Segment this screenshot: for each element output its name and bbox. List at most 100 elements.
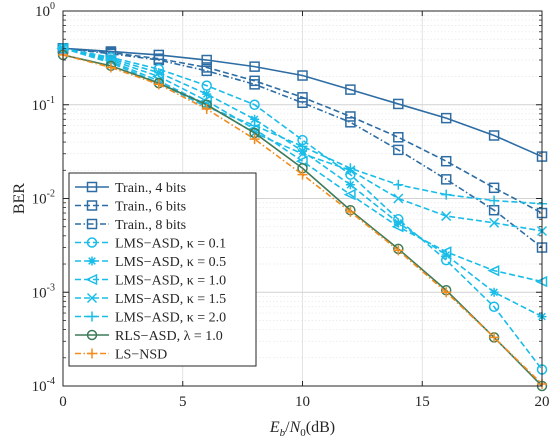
- legend-entry-10: LS−NSD: [75, 348, 167, 363]
- data-point: [393, 245, 404, 256]
- x-axis-label: Eb/N0(dB): [269, 419, 335, 439]
- legend-entry-1: Train., 4 bits: [75, 181, 186, 196]
- data-point: [297, 169, 308, 180]
- data-point: [440, 155, 452, 167]
- data-point: [249, 61, 260, 72]
- data-point: [297, 148, 308, 159]
- y-tick-label: 10-2: [32, 189, 55, 208]
- data-point: [345, 117, 356, 128]
- data-point: [393, 193, 404, 204]
- grid: [63, 11, 542, 386]
- legend-entry-2: Train., 6 bits: [75, 200, 186, 215]
- legend-marker: [87, 348, 97, 359]
- series-line-6: [62, 47, 543, 283]
- data-point: [343, 188, 356, 201]
- legend-marker: [86, 218, 98, 230]
- data-point: [488, 301, 500, 313]
- data-point: [154, 68, 164, 78]
- data-point: [250, 114, 260, 124]
- data-point: [441, 211, 452, 222]
- data-point: [201, 65, 212, 77]
- legend-label: LMS−ASD, κ = 0.5: [115, 255, 226, 270]
- legend-entry-4: LMS−ASD, κ = 0.1: [75, 237, 226, 252]
- x-tick-label: 5: [179, 394, 187, 410]
- data-point: [440, 112, 452, 124]
- data-point: [488, 130, 500, 141]
- data-point: [345, 111, 356, 122]
- y-tick-label: 100: [35, 1, 55, 20]
- legend-label: LMS−ASD, κ = 1.0: [115, 274, 226, 289]
- legend-marker: [85, 273, 98, 286]
- x-axis-ticks: 0 5 10 15 20: [59, 11, 550, 410]
- legend-entry-5: LMS−ASD, κ = 0.5: [75, 255, 226, 270]
- data-point: [439, 246, 452, 258]
- series-line-2: [62, 47, 543, 214]
- legend-label: LMS−ASD, κ = 2.0: [115, 311, 226, 326]
- legend-marker: [87, 256, 97, 266]
- legend-marker: [86, 200, 98, 211]
- data-point: [202, 89, 212, 99]
- data-point: [201, 54, 212, 66]
- legend-marker: [87, 311, 97, 322]
- data-point: [249, 79, 260, 90]
- legend-box: [68, 172, 257, 367]
- y-tick-label: 10-3: [32, 282, 55, 301]
- data-point: [297, 70, 308, 81]
- y-tick-label: 10-4: [32, 376, 55, 395]
- series-line-8: [62, 47, 543, 205]
- data-point: [345, 163, 356, 174]
- legend-label: LMS−ASD, κ = 0.1: [115, 237, 226, 252]
- data-point: [393, 144, 404, 156]
- legend-marker: [86, 329, 98, 341]
- x-tick-label: 0: [59, 394, 67, 410]
- data-point: [345, 206, 356, 217]
- series-line-9: [62, 54, 543, 387]
- data-point: [441, 189, 452, 200]
- legend-marker: [86, 181, 98, 193]
- data-point: [201, 104, 212, 115]
- data-point: [345, 84, 356, 95]
- legend-entry-8: LMS−ASD, κ = 2.0: [75, 311, 226, 326]
- data-point: [249, 134, 260, 145]
- data-point: [393, 179, 404, 190]
- x-tick-label: 20: [535, 394, 550, 410]
- series-line-3: [62, 47, 543, 249]
- legend-marker: [86, 237, 98, 248]
- data-point: [345, 180, 355, 190]
- legend-entry-9: RLS−ASD, λ = 1.0: [75, 329, 223, 344]
- data-point: [441, 287, 452, 298]
- legend-entry-3: Train., 8 bits: [75, 218, 186, 233]
- data-point: [488, 182, 500, 194]
- data-point: [391, 221, 404, 233]
- y-axis-label: BER: [11, 183, 28, 214]
- series-line-10: [62, 54, 543, 385]
- legend-marker: [86, 292, 98, 304]
- legend-label: Train., 6 bits: [115, 200, 186, 215]
- data-point: [440, 174, 452, 185]
- data-point: [393, 98, 404, 110]
- series-line-4: [62, 47, 543, 370]
- data-point: [393, 132, 404, 143]
- legend-label: LS−NSD: [115, 348, 167, 363]
- legend: Train., 4 bits Train., 6 bits Train., 8 bi…: [68, 172, 257, 367]
- legend-entry-6: LMS−ASD, κ = 1.0: [75, 274, 226, 289]
- x-tick-label: 10: [295, 394, 310, 410]
- data-point: [488, 204, 500, 216]
- legend-label: LMS−ASD, κ = 1.5: [115, 292, 226, 307]
- data-point: [249, 99, 260, 110]
- data-point: [487, 264, 500, 277]
- data-point: [393, 218, 403, 228]
- legend-entry-7: LMS−ASD, κ = 1.5: [75, 292, 226, 307]
- data-point: [489, 332, 500, 343]
- data-point: [489, 195, 500, 206]
- data-point: [297, 97, 308, 109]
- series-line-1: [62, 47, 543, 158]
- data-point: [297, 141, 308, 152]
- legend-label: Train., 4 bits: [115, 181, 186, 196]
- data-point: [489, 287, 499, 297]
- data-point: [489, 217, 500, 228]
- data-point: [153, 79, 164, 90]
- y-tick-label: 10-1: [32, 95, 55, 114]
- data-point: [105, 62, 116, 73]
